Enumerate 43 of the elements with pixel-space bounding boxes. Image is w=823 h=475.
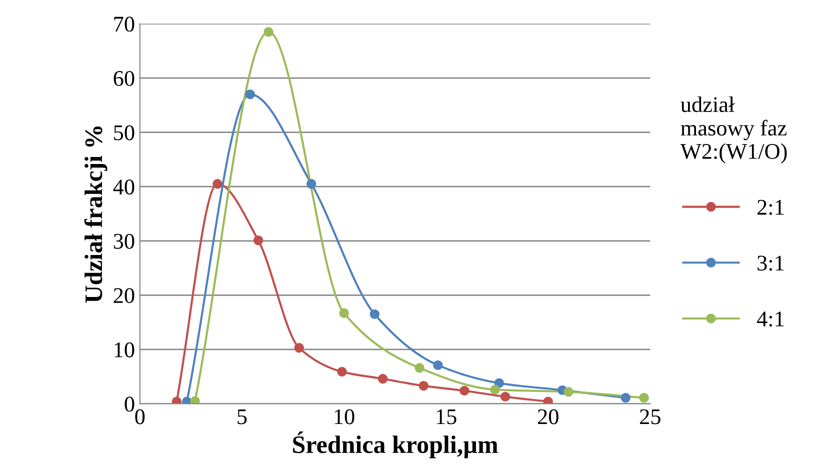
x-tick-label: 15 xyxy=(436,409,456,424)
point xyxy=(378,374,388,384)
point xyxy=(639,392,649,403)
point xyxy=(190,396,200,404)
point xyxy=(500,392,510,402)
point xyxy=(212,179,222,189)
point xyxy=(490,384,500,394)
legend-label: 4:1 xyxy=(756,312,784,327)
point xyxy=(306,179,316,189)
x-tick-label: 0 xyxy=(135,409,145,424)
point xyxy=(414,363,424,373)
point xyxy=(339,308,349,318)
point xyxy=(564,386,574,397)
x-tick-label: 5 xyxy=(238,409,247,424)
point xyxy=(245,89,255,100)
point xyxy=(460,386,470,396)
y-tick-label: 70 xyxy=(114,16,134,32)
y-axis-title: Udział frakcji % xyxy=(84,126,108,303)
point xyxy=(370,309,380,320)
legend-label: 2:1 xyxy=(758,200,784,215)
y-tick-label: 30 xyxy=(114,234,134,249)
x-tick-label: 20 xyxy=(538,409,558,424)
y-tick-label: 0 xyxy=(124,396,134,412)
point xyxy=(620,392,631,403)
y-tick-label: 20 xyxy=(114,288,134,304)
point xyxy=(172,396,182,404)
legend-label: 3:1 xyxy=(758,256,784,271)
y-tick-label: 10 xyxy=(114,342,134,358)
point xyxy=(264,27,274,37)
y-tick-label: 40 xyxy=(113,180,134,195)
x-tick-label: 10 xyxy=(334,409,354,424)
legend-title: udział masowy faz W2:(W1/O) xyxy=(680,96,787,164)
point xyxy=(253,235,264,246)
point xyxy=(494,378,504,388)
x-axis-title: Średnica kropli,µm xyxy=(293,432,498,458)
y-tick-label: 60 xyxy=(114,70,134,86)
point xyxy=(418,380,428,391)
point xyxy=(543,396,553,404)
x-tick-label: 25 xyxy=(640,409,660,424)
point xyxy=(337,366,347,377)
point xyxy=(294,342,304,353)
y-tick-label: 50 xyxy=(114,125,134,140)
point xyxy=(433,360,443,370)
